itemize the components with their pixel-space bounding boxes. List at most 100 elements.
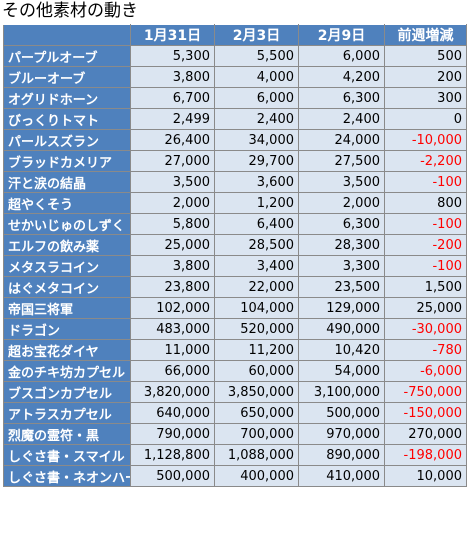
table-row: エルフの飲み薬 25,000 28,500 28,300 -200 — [3, 234, 467, 256]
table-row: パールスズラン 26,400 34,000 24,000 -10,000 — [3, 129, 467, 151]
table-row: パープルオーブ 5,300 5,500 6,000 500 — [3, 45, 467, 67]
price-jan31-cell: 102,000 — [130, 297, 215, 319]
item-name-cell: メタスラコイン — [3, 255, 131, 277]
price-feb3-cell: 6,400 — [214, 213, 299, 235]
price-feb9-cell: 6,000 — [298, 45, 385, 67]
table-row: せかいじゅのしずく 5,800 6,400 6,300 -100 — [3, 213, 467, 235]
price-feb9-cell: 24,000 — [298, 129, 385, 151]
price-feb3-cell: 650,000 — [214, 402, 299, 424]
price-feb3-cell: 4,000 — [214, 66, 299, 88]
price-jan31-cell: 26,400 — [130, 129, 215, 151]
item-name-cell: アトラスカプセル — [3, 402, 131, 424]
item-name-cell: パープルオーブ — [3, 45, 131, 67]
price-feb3-cell: 5,500 — [214, 45, 299, 67]
price-feb3-cell: 60,000 — [214, 360, 299, 382]
price-feb9-cell: 3,100,000 — [298, 381, 385, 403]
item-name-cell: 烈魔の霊符・黒 — [3, 423, 131, 445]
price-feb3-cell: 400,000 — [214, 465, 299, 487]
price-feb3-cell: 520,000 — [214, 318, 299, 340]
price-jan31-cell: 11,000 — [130, 339, 215, 361]
weekly-change-cell: 0 — [384, 108, 467, 130]
weekly-change-cell: 25,000 — [384, 297, 467, 319]
price-feb3-cell: 104,000 — [214, 297, 299, 319]
table-row: ブルーオーブ 3,800 4,000 4,200 200 — [3, 66, 467, 88]
price-feb3-cell: 6,000 — [214, 87, 299, 109]
table-row: ブラッドカメリア 27,000 29,700 27,500 -2,200 — [3, 150, 467, 172]
item-name-cell: 帝国三将軍 — [3, 297, 131, 319]
item-name-cell: ドラゴン — [3, 318, 131, 340]
item-name-cell: 超やくそう — [3, 192, 131, 214]
item-name-cell: 金のチキ坊カプセル — [3, 360, 131, 382]
item-name-cell: オグリドホーン — [3, 87, 131, 109]
materials-price-table: 1月31日 2月3日 2月9日 前週増減 パープルオーブ 5,300 5,500 6,… — [3, 24, 467, 487]
price-jan31-cell: 1,128,800 — [130, 444, 215, 466]
weekly-change-cell: -6,000 — [384, 360, 467, 382]
table-row: 金のチキ坊カプセル 66,000 60,000 54,000 -6,000 — [3, 360, 467, 382]
table-row: アトラスカプセル 640,000 650,000 500,000 -150,000 — [3, 402, 467, 424]
weekly-change-cell: -750,000 — [384, 381, 467, 403]
price-feb9-cell: 129,000 — [298, 297, 385, 319]
price-feb3-cell: 2,400 — [214, 108, 299, 130]
price-jan31-cell: 27,000 — [130, 150, 215, 172]
table-row: 超やくそう 2,000 1,200 2,000 800 — [3, 192, 467, 214]
weekly-change-cell: 270,000 — [384, 423, 467, 445]
price-jan31-cell: 5,300 — [130, 45, 215, 67]
price-feb9-cell: 490,000 — [298, 318, 385, 340]
price-jan31-cell: 2,499 — [130, 108, 215, 130]
item-name-cell: 超お宝花ダイヤ — [3, 339, 131, 361]
price-feb3-cell: 1,200 — [214, 192, 299, 214]
price-feb3-cell: 28,500 — [214, 234, 299, 256]
item-name-cell: しぐさ書・ネオンハート — [3, 465, 131, 487]
price-jan31-cell: 66,000 — [130, 360, 215, 382]
price-jan31-cell: 25,000 — [130, 234, 215, 256]
price-feb3-cell: 1,088,000 — [214, 444, 299, 466]
price-feb3-cell: 29,700 — [214, 150, 299, 172]
weekly-change-cell: 1,500 — [384, 276, 467, 298]
price-feb9-cell: 2,000 — [298, 192, 385, 214]
price-jan31-cell: 23,800 — [130, 276, 215, 298]
price-feb9-cell: 27,500 — [298, 150, 385, 172]
price-jan31-cell: 790,000 — [130, 423, 215, 445]
price-jan31-cell: 5,800 — [130, 213, 215, 235]
price-feb3-cell: 3,600 — [214, 171, 299, 193]
table-row: びっくりトマト 2,499 2,400 2,400 0 — [3, 108, 467, 130]
price-feb9-cell: 4,200 — [298, 66, 385, 88]
table-row: ブスゴンカプセル 3,820,000 3,850,000 3,100,000 -750,… — [3, 381, 467, 403]
page-title: その他素材の動き — [2, 1, 138, 21]
price-jan31-cell: 3,800 — [130, 255, 215, 277]
weekly-change-cell: 10,000 — [384, 465, 467, 487]
price-feb3-cell: 34,000 — [214, 129, 299, 151]
weekly-change-cell: -198,000 — [384, 444, 467, 466]
header-jan31: 1月31日 — [130, 24, 215, 46]
item-name-cell: 汗と涙の結晶 — [3, 171, 131, 193]
price-jan31-cell: 500,000 — [130, 465, 215, 487]
item-name-cell: びっくりトマト — [3, 108, 131, 130]
table-row: メタスラコイン 3,800 3,400 3,300 -100 — [3, 255, 467, 277]
price-feb9-cell: 500,000 — [298, 402, 385, 424]
item-name-cell: ブルーオーブ — [3, 66, 131, 88]
price-jan31-cell: 483,000 — [130, 318, 215, 340]
price-feb9-cell: 6,300 — [298, 87, 385, 109]
price-feb9-cell: 970,000 — [298, 423, 385, 445]
weekly-change-cell: 500 — [384, 45, 467, 67]
weekly-change-cell: 300 — [384, 87, 467, 109]
header-feb3: 2月3日 — [214, 24, 299, 46]
price-feb9-cell: 890,000 — [298, 444, 385, 466]
table-row: しぐさ書・スマイル 1,128,800 1,088,000 890,000 -198,0… — [3, 444, 467, 466]
price-feb9-cell: 23,500 — [298, 276, 385, 298]
weekly-change-cell: -100 — [384, 255, 467, 277]
header-feb9: 2月9日 — [298, 24, 385, 46]
price-feb3-cell: 3,400 — [214, 255, 299, 277]
weekly-change-cell: -2,200 — [384, 150, 467, 172]
price-feb9-cell: 410,000 — [298, 465, 385, 487]
price-feb9-cell: 10,420 — [298, 339, 385, 361]
weekly-change-cell: -200 — [384, 234, 467, 256]
price-feb3-cell: 11,200 — [214, 339, 299, 361]
price-feb3-cell: 3,850,000 — [214, 381, 299, 403]
weekly-change-cell: -100 — [384, 171, 467, 193]
price-jan31-cell: 6,700 — [130, 87, 215, 109]
weekly-change-cell: -30,000 — [384, 318, 467, 340]
price-jan31-cell: 3,820,000 — [130, 381, 215, 403]
price-feb9-cell: 6,300 — [298, 213, 385, 235]
header-row: 1月31日 2月3日 2月9日 前週増減 — [3, 24, 467, 46]
